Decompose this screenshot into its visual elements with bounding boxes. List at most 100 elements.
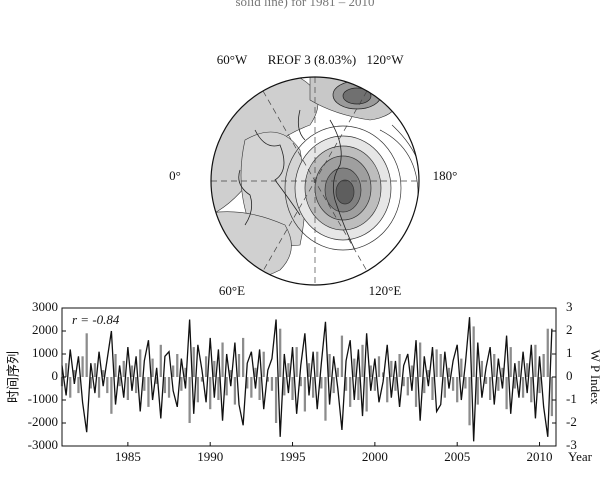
bar — [456, 377, 459, 403]
bar — [213, 360, 216, 377]
map-label: 0° — [169, 168, 181, 183]
bar — [167, 377, 171, 398]
y-tick-label: -2000 — [28, 414, 58, 429]
bar — [505, 377, 508, 410]
bar — [369, 365, 372, 377]
bar — [468, 377, 471, 426]
bar — [225, 377, 228, 396]
bar — [324, 377, 327, 421]
y2-tick-label: 1 — [566, 345, 573, 360]
bar — [139, 349, 142, 377]
bar — [534, 344, 537, 377]
map — [211, 77, 419, 285]
bar — [493, 354, 496, 377]
bar — [357, 377, 360, 400]
bar — [118, 377, 121, 387]
bar — [221, 342, 224, 377]
bar — [270, 377, 274, 391]
bar — [311, 377, 315, 398]
bar — [262, 351, 265, 377]
bar — [81, 356, 84, 377]
bar — [102, 370, 105, 377]
bar — [295, 347, 298, 377]
bar — [427, 370, 430, 377]
bar — [69, 377, 72, 398]
bar — [172, 365, 175, 377]
bar — [73, 370, 76, 377]
bar — [246, 377, 249, 389]
bar — [307, 363, 311, 377]
bar — [414, 377, 418, 407]
bar — [439, 354, 442, 377]
bar — [526, 363, 529, 377]
caption: solid line) for 1981 – 2010 — [235, 0, 374, 9]
bar — [546, 328, 549, 377]
bar — [97, 377, 101, 398]
bar — [377, 356, 381, 377]
bar — [155, 377, 158, 384]
bar — [229, 370, 232, 377]
x-tick-label: 2000 — [362, 449, 388, 464]
bar — [328, 354, 331, 377]
map-label: 60°E — [219, 283, 245, 298]
bar — [542, 354, 545, 377]
y2-tick-label: -3 — [566, 437, 577, 452]
bar — [406, 377, 409, 396]
bar — [303, 377, 307, 412]
bar — [517, 360, 521, 377]
bar — [320, 377, 323, 389]
map-label: 60°W — [217, 52, 248, 67]
bar — [538, 377, 541, 394]
bar — [143, 377, 146, 391]
bar — [254, 367, 257, 377]
y-tick-label: 0 — [52, 368, 59, 383]
bar — [209, 377, 212, 410]
bar — [476, 377, 479, 405]
bar — [77, 377, 80, 394]
bar — [373, 377, 376, 391]
y-tick-label: 3000 — [32, 299, 58, 314]
bar — [89, 377, 92, 389]
bar — [147, 377, 150, 407]
y-tick-label: 2000 — [32, 322, 58, 337]
bar — [196, 377, 199, 403]
bar — [64, 363, 68, 377]
bar — [386, 377, 389, 403]
bar — [365, 377, 368, 412]
annotation: r = -0.84 — [72, 312, 120, 327]
bar — [274, 377, 278, 423]
bar — [85, 333, 88, 377]
bar — [287, 363, 290, 377]
map-label: 120°W — [367, 52, 405, 67]
y2-tick-label: 0 — [566, 368, 573, 383]
map-border — [210, 76, 420, 286]
bar — [402, 377, 405, 387]
bar — [472, 326, 475, 377]
bar — [381, 372, 385, 377]
bar — [530, 377, 533, 403]
bar — [361, 344, 364, 377]
bar — [217, 377, 220, 400]
map-label: 180° — [433, 168, 458, 183]
bar — [299, 377, 302, 387]
bar — [200, 377, 204, 382]
bar — [398, 354, 401, 377]
bar — [93, 363, 97, 377]
bar — [353, 358, 356, 377]
bar — [489, 377, 492, 400]
y2-tick-label: 3 — [566, 299, 573, 314]
x-tick-label: 1985 — [115, 449, 141, 464]
bar — [163, 377, 167, 394]
bar — [394, 377, 397, 391]
bar — [106, 377, 109, 394]
bar — [460, 358, 463, 377]
y2-tick-label: -1 — [566, 391, 577, 406]
bar — [134, 377, 138, 394]
bar — [501, 367, 504, 377]
bar — [204, 356, 208, 377]
bar — [497, 377, 500, 391]
y-tick-label: -1000 — [28, 391, 58, 406]
map-label: 120°E — [369, 283, 402, 298]
bar — [410, 365, 414, 377]
